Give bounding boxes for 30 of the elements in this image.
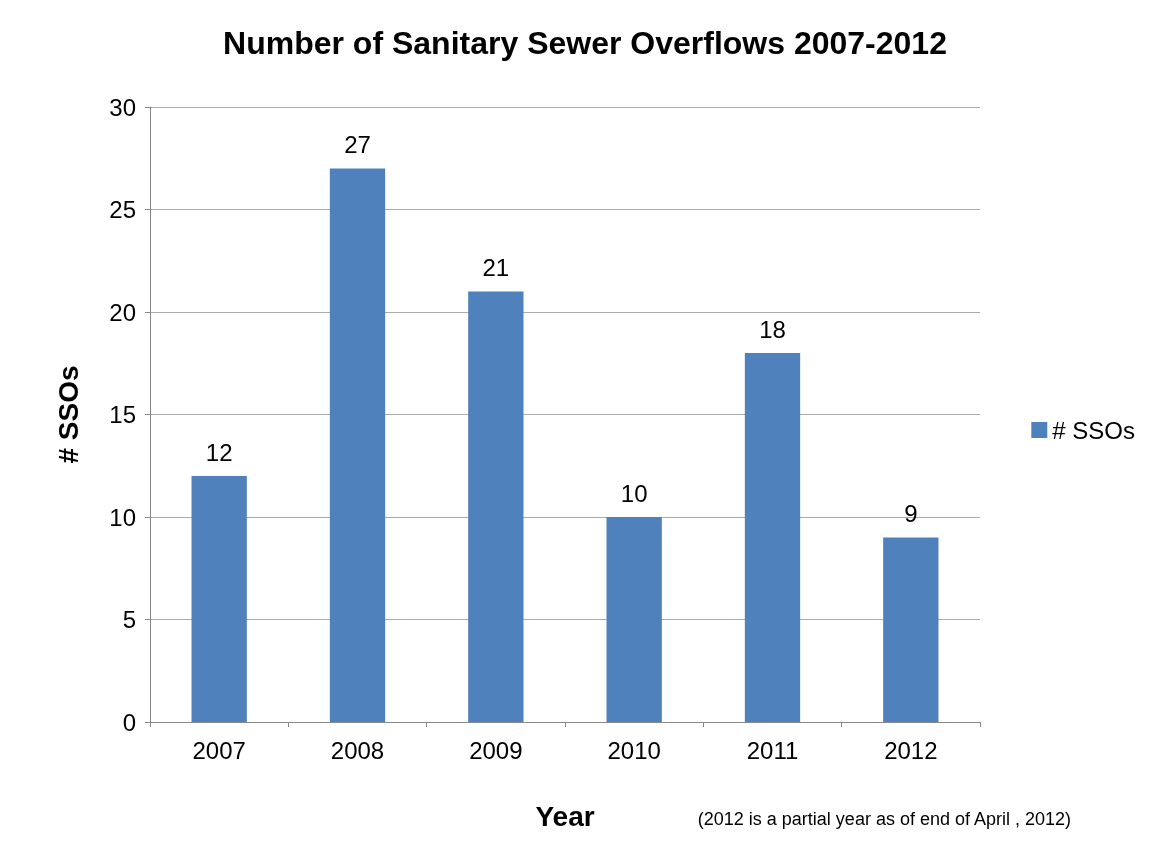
y-tick-label: 25 bbox=[109, 196, 136, 223]
y-tick-label: 0 bbox=[122, 708, 136, 736]
chart-title: Number of Sanitary Sewer Overflows 2007-2012 bbox=[223, 25, 947, 61]
y-tick-label: 10 bbox=[109, 503, 136, 531]
y-tick-label: 20 bbox=[109, 298, 136, 326]
text: (2012 is a partial year as of end of April , 2012) bbox=[697, 809, 1072, 829]
data-label: 18 bbox=[759, 315, 786, 343]
x-tick-label: 2010 bbox=[607, 736, 661, 764]
x-axis-title: Year bbox=[535, 800, 595, 832]
data-label: 9 bbox=[904, 500, 918, 527]
data-label: 12 bbox=[205, 438, 233, 466]
x-tick-label: 2012 bbox=[884, 736, 938, 764]
x-tick-label: 2007 bbox=[192, 736, 246, 764]
y-tick-label: 15 bbox=[109, 401, 136, 428]
data-label: 10 bbox=[620, 479, 648, 507]
bar bbox=[606, 517, 662, 722]
legend-label: # SSOs bbox=[1052, 416, 1135, 444]
bar bbox=[744, 353, 801, 722]
bar bbox=[883, 537, 939, 722]
x-tick-label: 2008 bbox=[330, 736, 385, 764]
data-label: 27 bbox=[344, 131, 371, 158]
bar bbox=[468, 291, 524, 722]
y-tick-label: 5 bbox=[122, 606, 136, 633]
x-tick-label: 2011 bbox=[746, 736, 799, 764]
data-label: 21 bbox=[482, 254, 510, 281]
y-axis-title: # SSOs bbox=[52, 365, 84, 464]
y-tick-label: 30 bbox=[109, 93, 136, 121]
bar bbox=[191, 476, 247, 722]
x-tick-label: 2009 bbox=[469, 736, 523, 764]
bar bbox=[329, 168, 386, 722]
